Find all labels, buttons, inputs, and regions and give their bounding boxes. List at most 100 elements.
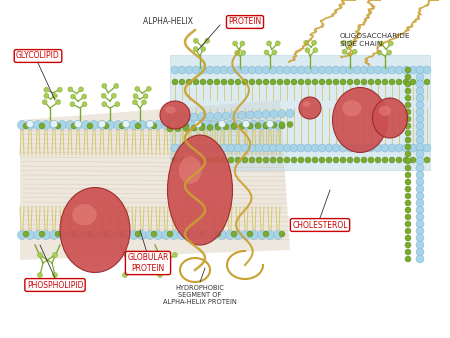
Circle shape (222, 112, 230, 120)
Circle shape (312, 157, 318, 163)
Circle shape (403, 79, 409, 85)
Circle shape (81, 231, 90, 240)
Circle shape (215, 124, 221, 130)
Circle shape (71, 123, 77, 129)
Circle shape (304, 66, 312, 74)
Circle shape (405, 214, 411, 220)
Circle shape (26, 121, 35, 129)
Circle shape (220, 144, 228, 152)
Circle shape (416, 94, 424, 102)
Circle shape (219, 121, 225, 127)
Circle shape (275, 41, 280, 46)
Circle shape (105, 121, 114, 129)
Circle shape (340, 157, 346, 163)
Circle shape (202, 121, 211, 129)
Circle shape (153, 121, 162, 129)
Circle shape (141, 100, 147, 105)
Circle shape (283, 144, 291, 152)
Circle shape (58, 121, 67, 129)
Circle shape (119, 231, 125, 237)
Circle shape (241, 50, 246, 55)
Circle shape (234, 144, 242, 152)
Circle shape (23, 123, 29, 129)
Circle shape (102, 102, 107, 107)
Circle shape (217, 231, 226, 240)
Circle shape (405, 81, 411, 87)
Circle shape (405, 249, 411, 255)
Circle shape (122, 121, 130, 127)
Ellipse shape (179, 156, 202, 184)
Circle shape (170, 121, 179, 129)
Circle shape (417, 79, 423, 85)
Circle shape (182, 114, 190, 121)
Circle shape (291, 157, 297, 163)
Circle shape (122, 231, 130, 240)
Text: CHOLESTEROL: CHOLESTEROL (292, 220, 348, 230)
Circle shape (416, 143, 424, 151)
Circle shape (81, 121, 90, 129)
Ellipse shape (299, 97, 321, 119)
Circle shape (170, 231, 179, 240)
Circle shape (183, 125, 189, 131)
Circle shape (378, 41, 383, 46)
Circle shape (213, 144, 221, 152)
Circle shape (207, 157, 213, 163)
Circle shape (262, 144, 270, 152)
Circle shape (179, 79, 185, 85)
Circle shape (234, 66, 242, 74)
Circle shape (246, 111, 254, 119)
Circle shape (405, 137, 411, 143)
Circle shape (326, 157, 332, 163)
Circle shape (347, 157, 353, 163)
Circle shape (185, 144, 193, 152)
Circle shape (416, 66, 424, 74)
Circle shape (416, 171, 424, 179)
Ellipse shape (333, 88, 387, 152)
Circle shape (44, 93, 49, 98)
Circle shape (270, 79, 276, 85)
Circle shape (269, 66, 277, 74)
Circle shape (416, 199, 424, 207)
Circle shape (178, 144, 186, 152)
Circle shape (247, 231, 253, 237)
Circle shape (234, 231, 243, 240)
Circle shape (402, 66, 410, 74)
Circle shape (325, 66, 333, 74)
Circle shape (403, 157, 409, 163)
Circle shape (221, 157, 227, 163)
Circle shape (389, 79, 395, 85)
Circle shape (90, 231, 99, 240)
Circle shape (368, 79, 374, 85)
Circle shape (215, 231, 221, 237)
Circle shape (130, 231, 139, 240)
Circle shape (177, 231, 186, 240)
Circle shape (162, 231, 171, 240)
Circle shape (360, 66, 368, 74)
Text: GLYCOLIPID: GLYCOLIPID (16, 51, 60, 61)
Circle shape (71, 94, 76, 99)
Circle shape (270, 157, 276, 163)
Circle shape (185, 231, 194, 240)
Circle shape (254, 111, 262, 119)
Circle shape (416, 115, 424, 123)
Circle shape (39, 231, 45, 237)
Circle shape (249, 157, 255, 163)
Circle shape (319, 79, 325, 85)
Ellipse shape (167, 135, 233, 245)
Circle shape (333, 157, 339, 163)
Circle shape (206, 66, 214, 74)
Circle shape (194, 121, 202, 129)
Circle shape (153, 231, 162, 240)
Circle shape (130, 121, 139, 129)
Ellipse shape (60, 188, 130, 272)
Circle shape (143, 94, 148, 99)
Circle shape (167, 123, 173, 129)
Circle shape (201, 47, 206, 52)
Circle shape (339, 66, 347, 74)
Circle shape (240, 41, 245, 46)
Circle shape (416, 255, 424, 263)
Circle shape (41, 121, 50, 129)
Circle shape (297, 66, 305, 74)
Circle shape (284, 79, 290, 85)
Circle shape (374, 66, 382, 74)
